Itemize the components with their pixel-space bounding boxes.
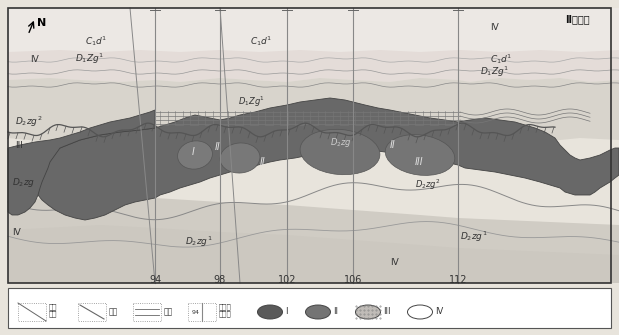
Ellipse shape [220,143,260,173]
Text: I: I [192,147,195,157]
Ellipse shape [178,141,212,169]
Text: I: I [285,308,287,317]
Text: II号矿带: II号矿带 [565,14,590,24]
Ellipse shape [306,305,331,319]
Text: II: II [333,308,338,317]
Text: $D_2zg$: $D_2zg$ [12,176,35,189]
Ellipse shape [258,305,282,319]
Text: $D_1Zg^1$: $D_1Zg^1$ [75,52,104,66]
Text: II: II [215,142,221,152]
Text: 断裂: 断裂 [109,308,118,317]
Text: 112: 112 [449,275,467,285]
Text: $D_1Zg^1$: $D_1Zg^1$ [480,65,509,79]
Polygon shape [8,110,155,215]
Text: 勘探线
及编号: 勘探线 及编号 [219,303,232,317]
Text: IV: IV [30,55,39,64]
Text: IV: IV [12,228,21,237]
Text: 地层
界线: 地层 界线 [49,303,58,317]
Ellipse shape [407,305,433,319]
Bar [133,303,161,321]
Text: III: III [15,141,23,150]
Text: $D_1Zg^1$: $D_1Zg^1$ [238,94,265,109]
Bar [78,303,106,321]
Text: $D_2zg^2$: $D_2zg^2$ [415,178,441,192]
Text: II: II [390,140,396,150]
Text: $C_1d^1$: $C_1d^1$ [85,35,108,49]
Ellipse shape [300,129,380,175]
Text: IV: IV [390,258,399,267]
Text: N: N [37,18,46,28]
Text: IV: IV [490,23,499,32]
Text: $D_2zg^2$: $D_2zg^2$ [15,115,43,129]
Text: 94: 94 [149,275,161,285]
Text: IV: IV [435,308,443,317]
Text: 102: 102 [278,275,297,285]
Text: 106: 106 [344,275,362,285]
Text: $D_2zg$: $D_2zg$ [330,136,352,149]
Bar [188,303,216,321]
Bar [8,8,611,283]
Text: II: II [260,157,266,167]
Bar [8,288,611,328]
Text: III: III [415,157,423,167]
Polygon shape [8,8,619,52]
Text: $D_2zg^1$: $D_2zg^1$ [185,234,212,249]
Polygon shape [8,195,619,283]
Polygon shape [28,98,619,220]
Polygon shape [8,225,619,283]
Text: III: III [383,308,391,317]
Text: 98: 98 [214,275,226,285]
Polygon shape [8,78,619,142]
Text: 巷道: 巷道 [164,308,173,317]
Ellipse shape [355,305,381,319]
Polygon shape [8,8,619,82]
Text: 94: 94 [192,310,200,315]
Text: $C_1d^1$: $C_1d^1$ [250,35,272,49]
Ellipse shape [385,135,455,176]
Bar [18,303,46,321]
Text: $D_2zg^1$: $D_2zg^1$ [460,229,488,244]
Text: $C_1d^1$: $C_1d^1$ [490,52,513,66]
